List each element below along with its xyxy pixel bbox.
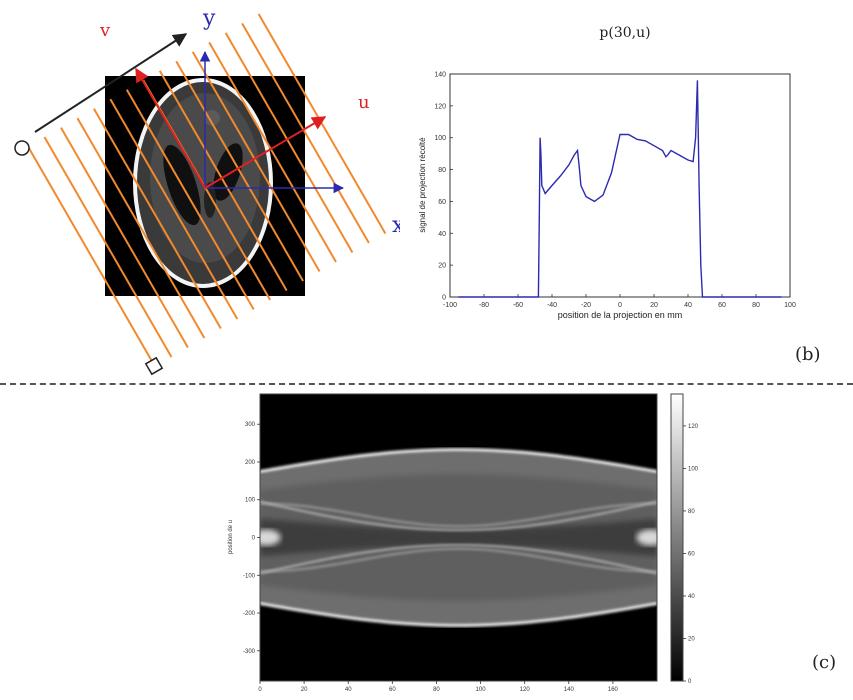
sinogram-bright-spot	[260, 529, 281, 546]
ray-line	[22, 19, 156, 368]
ray-line	[102, 12, 304, 282]
sinogram-inner-trace	[260, 502, 657, 528]
x-tick-label: 20	[301, 687, 308, 693]
v-axis-label: v	[99, 20, 111, 41]
ray-line	[22, 12, 189, 349]
colorbar-tick-label: 20	[688, 636, 695, 642]
series-line	[458, 80, 782, 298]
x-tick-label: 60	[718, 302, 726, 309]
sinogram-heatmap: 0 20 40 60 80 100 120 140 160 3002001000-100-200…	[228, 393, 699, 693]
x-tick-label: 100	[784, 302, 796, 309]
x-axis-label: x	[392, 213, 400, 238]
x-axis-title: position de la projection en mm	[558, 310, 683, 320]
sinogram-bottom-edge	[260, 602, 657, 627]
geometry-diagram: v y u x	[14, 6, 400, 376]
ray-line	[85, 12, 288, 292]
sinogram-top-edge	[260, 448, 657, 473]
sinogram-inner-trace	[260, 544, 657, 575]
x-tick-label: 120	[520, 687, 531, 693]
x-tick-label: 0	[258, 687, 262, 693]
y-tick-label: 60	[438, 199, 446, 206]
ray-line	[184, 12, 387, 235]
x-tick-label: 140	[564, 687, 575, 693]
panel-divider	[0, 383, 853, 385]
y-axis-title: signal de projection récolté	[418, 137, 427, 233]
y-tick-label: 100	[434, 135, 446, 142]
ray-line	[22, 12, 173, 358]
x-tick-label: 40	[345, 687, 352, 693]
x-tick-label: -20	[581, 302, 591, 309]
rotation-direction-arrow	[34, 33, 188, 133]
y-tick-label: 0	[252, 536, 256, 542]
u-axis-label: u	[358, 92, 370, 113]
v-axis-arrow	[135, 67, 206, 189]
x-tick-label: 60	[389, 687, 396, 693]
y-tick-label: -300	[243, 649, 256, 655]
y-tick-label: 100	[245, 498, 256, 504]
y-tick-label: 300	[245, 422, 256, 428]
x-tick-label: -40	[547, 302, 557, 309]
ray-line	[151, 12, 354, 254]
x-tick-label: 20	[650, 302, 658, 309]
x-tick-label: -60	[513, 302, 523, 309]
y-tick-label: 20	[438, 263, 446, 270]
x-tick-label: 80	[752, 302, 760, 309]
y-tick-label: -200	[243, 611, 256, 617]
y-tick-label: 0	[442, 295, 446, 302]
y-axis-label: y	[202, 6, 216, 31]
ray-line	[135, 12, 337, 263]
colorbar	[670, 393, 684, 682]
colorbar-tick-label: 100	[688, 466, 699, 472]
colorbar-tick-label: 0	[688, 679, 692, 685]
projection-line-chart: p(30,u) -100 -80 -60 -40 -20 0 20 40 60 80 100 0 20…	[418, 25, 796, 320]
phantom-right-lobe	[213, 143, 243, 201]
sinogram-inner-trace	[260, 500, 657, 531]
plot-area	[449, 73, 791, 298]
x-tick-label: -100	[443, 302, 457, 309]
x-tick-label: 80	[433, 687, 440, 693]
x-tick-label: 0	[618, 302, 622, 309]
x-tick-label: 40	[684, 302, 692, 309]
x-tick-label: 160	[608, 687, 619, 693]
sinogram-bright-spot	[636, 529, 657, 546]
detector-square-icon	[144, 356, 164, 376]
u-axis-arrow	[204, 116, 327, 189]
x-tick-label: 100	[476, 687, 487, 693]
colorbar-tick-label: 120	[688, 424, 699, 430]
heatmap-y-title: position de u	[228, 520, 234, 554]
sinogram-inner-trace	[260, 547, 657, 573]
y-tick-label: 120	[434, 103, 446, 110]
y-tick-label: 140	[434, 72, 446, 79]
sinogram-dark-core	[260, 518, 657, 557]
x-tick-label: -80	[479, 302, 489, 309]
y-tick-label: -100	[243, 573, 256, 579]
panel-label-c: (c)	[812, 652, 837, 673]
source-circle-icon	[14, 140, 30, 156]
colorbar-tick-label: 40	[688, 594, 695, 600]
y-tick-label: 200	[245, 460, 256, 466]
panel-label-b: (b)	[795, 344, 821, 365]
colorbar-tick-label: 80	[688, 509, 695, 515]
ray-line	[118, 12, 321, 273]
y-tick-label: 80	[438, 167, 446, 174]
y-tick-label: 40	[438, 231, 446, 238]
colorbar-tick-label: 60	[688, 551, 695, 557]
chart-title: p(30,u)	[599, 25, 650, 41]
